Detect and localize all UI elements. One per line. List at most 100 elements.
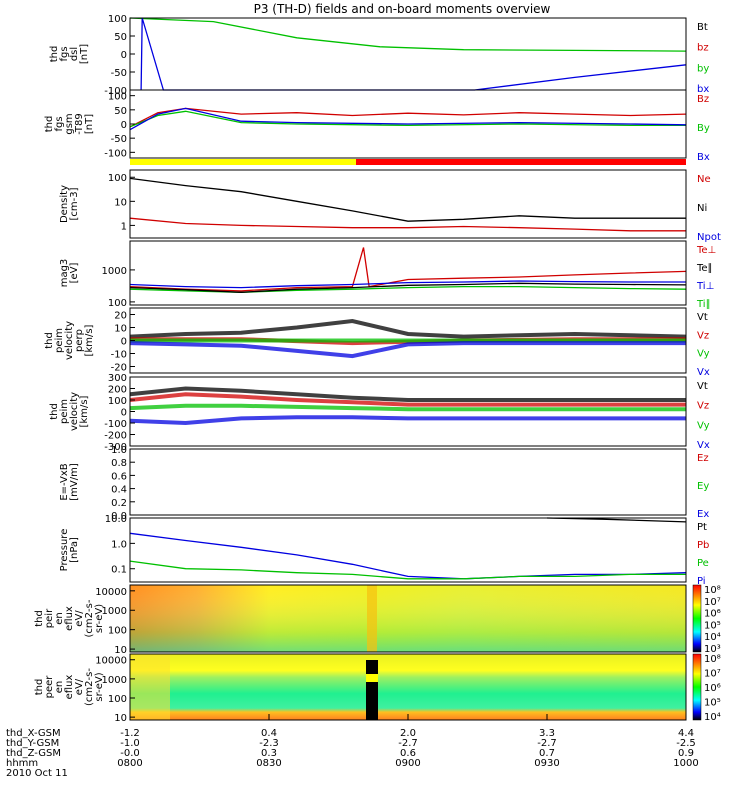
panel-frame: [129, 17, 687, 91]
x-row-value: 0900: [395, 758, 420, 769]
panel-p7: 1.0 0.8 0.6 0.4 0.2 0.0 Ez Ey Ex E=-VxB [mV/m]: [59, 445, 709, 522]
y-label-line: (cm2-s-: [84, 599, 95, 637]
y-tick-label: 1000: [102, 606, 127, 617]
series-line-pt: [546, 517, 687, 523]
y-axis-label: E=-VxB [mV/m]: [59, 463, 80, 501]
y-tick-label: 10.0: [105, 514, 127, 525]
y-label-line: E=-VxB: [59, 463, 70, 500]
y-tick-label: 100: [108, 173, 127, 184]
y-tick-label: -50: [111, 134, 127, 145]
legend-entry: Pt: [697, 522, 707, 533]
y-tick-label: 0: [121, 50, 127, 61]
mode-bar-red: [356, 159, 686, 165]
y-tick-label: 10: [114, 324, 127, 335]
series-line-vt: [129, 386, 686, 402]
y-label-line: mag3: [59, 259, 70, 288]
x-row-label: thd_Y-GSM: [6, 738, 59, 749]
series-line-ne: [129, 217, 686, 232]
y-label-line: [km/s]: [84, 324, 95, 356]
colorbar-p10: [692, 653, 702, 721]
y-label-line: (cm2-s-: [84, 668, 95, 706]
y-label-line: gsm: [64, 113, 75, 134]
y-label-line: en: [54, 681, 65, 694]
x-row-value: 0.4: [261, 728, 277, 739]
y-label-line: perp: [74, 329, 85, 352]
y-label-line: eV/: [74, 678, 85, 695]
panel-frame: [129, 517, 687, 583]
y-label-line: thd: [44, 332, 55, 349]
y-axis-label: Pressure [nPa]: [59, 529, 80, 572]
y-label-line: thd: [49, 46, 60, 63]
y-tick-label: 300: [108, 373, 127, 384]
legend-entry: Pi: [697, 576, 706, 587]
x-row-value: 4.4: [678, 728, 694, 739]
data-gap-block: [366, 660, 378, 720]
panel-frame: [129, 240, 687, 306]
colorbar-tick-label: 10⁶: [704, 683, 721, 694]
y-axis-label: Density [cm-3]: [59, 185, 80, 223]
mode-bar-yellow: [130, 159, 356, 165]
series-line-pi: [129, 532, 687, 580]
y-tick-label: 200: [108, 385, 127, 396]
colorbar-p9: [692, 584, 702, 653]
panel-p4: 1000 100 Te⊥ Te∥ Ti⊥ Ti∥ mag3 [eV]: [59, 240, 716, 310]
spectrogram-left-region: [130, 654, 170, 720]
y-tick-label: 0: [121, 408, 127, 419]
y-tick-label: 100: [108, 298, 127, 309]
data-gap-band: [367, 585, 377, 652]
series-line-ni: [129, 177, 686, 222]
y-tick-label: 20: [114, 311, 127, 322]
colorbar-tick-label: 10⁸: [704, 585, 721, 596]
x-row-value: 0800: [117, 758, 142, 769]
y-tick-label: 10000: [95, 656, 127, 667]
y-label-line: [nPa]: [69, 537, 80, 563]
y-label-line: fgs: [54, 116, 65, 131]
x-row-value: -2.3: [259, 738, 279, 749]
y-label-line: [eV]: [69, 263, 80, 284]
legend-entry: Vx: [697, 367, 710, 378]
x-row-value: -2.7: [537, 738, 557, 749]
y-label-line: peim: [54, 328, 65, 353]
x-row-value: 1000: [673, 758, 698, 769]
legend-entry: Vz: [697, 330, 709, 341]
panel-p5: 20 10 0 -10 -20 Vt Vz Vy Vx thd peim velocity perp [k…: [44, 307, 710, 378]
series-line-pe: [129, 560, 686, 580]
y-label-line: velocity: [69, 392, 80, 431]
x-row-value: 3.3: [539, 728, 555, 739]
y-tick-label: 1.0: [111, 539, 127, 550]
legend-entry: By: [697, 123, 710, 134]
y-tick-label: -50: [111, 68, 127, 79]
x-row-value: -2.7: [398, 738, 418, 749]
y-label-line: thd: [34, 679, 45, 696]
panel-p1: 100 50 0 -50 -100 Bt bz by bx thd fgs dsl [nT]: [49, 14, 709, 97]
y-tick-label: 0.6: [111, 471, 127, 482]
y-label-line: thd: [34, 610, 45, 627]
data-gap-yellow: [366, 674, 378, 682]
panel-frame: [129, 89, 687, 159]
panel-frame: [129, 376, 687, 447]
y-tick-label: -100: [104, 86, 127, 97]
legend-entry: Bt: [697, 22, 708, 33]
legend-entry: Ti∥: [696, 299, 711, 310]
y-label-line: thd: [49, 403, 60, 420]
y-label-line: [km/s]: [79, 395, 90, 427]
legend-entry: Npot: [697, 232, 721, 243]
colorbar-tick-label: 10⁵: [704, 620, 721, 631]
y-label-line: en: [54, 612, 65, 625]
legend-entry: Vt: [697, 312, 708, 323]
panel-p8: 10.0 1.0 0.1 Pt Pb Pe Pi Pressure [nPa]: [59, 514, 709, 587]
legend-entry: Vt: [697, 381, 708, 392]
x-row-value: 0.7: [539, 748, 555, 759]
y-tick-label: 0: [121, 337, 127, 348]
y-label-line: Pressure: [59, 529, 70, 572]
y-label-line: peer: [44, 675, 55, 699]
legend-entry: Ex: [697, 509, 709, 520]
y-label-line: eflux: [64, 606, 75, 631]
y-tick-label: 10: [114, 197, 127, 208]
x-row-value: 2.0: [400, 728, 416, 739]
legend-entry: bx: [697, 84, 709, 95]
x-row-value: -2.5: [676, 738, 696, 749]
y-tick-label: 10000: [95, 587, 127, 598]
y-tick-label: 10: [114, 645, 127, 656]
